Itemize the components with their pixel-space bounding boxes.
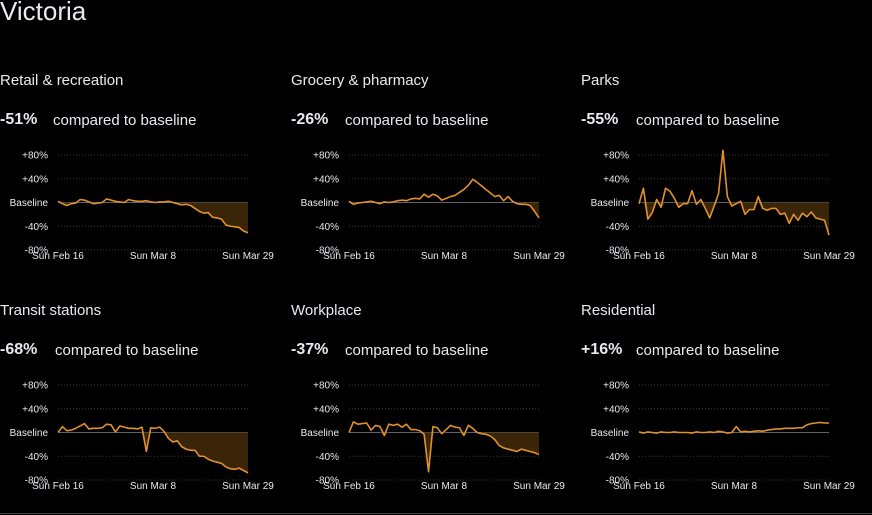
x-tick-label: Sun Feb 16 [32, 481, 84, 492]
y-tick-label: -40% [25, 452, 48, 463]
y-tick-label: -80% [25, 246, 48, 257]
x-tick-label: Sun Feb 16 [32, 251, 84, 262]
y-tick-label: +80% [313, 151, 339, 162]
series-line [348, 421, 540, 473]
x-tick-label: Sun Mar 8 [130, 481, 177, 492]
y-tick-label: +80% [603, 151, 629, 162]
chart-grocery-pharmacy: +80% +40% Baseline -40% -80%Sun Feb 16 Sun Ma… [301, 151, 566, 263]
y-tick-label: -40% [25, 222, 48, 233]
y-tick-label: Baseline [591, 198, 630, 209]
y-tick-label: -40% [606, 452, 629, 463]
chart-retail-recreation: +80% +40% Baseline -40% -80%Sun Feb 16 Sun Ma… [10, 151, 275, 263]
y-tick-label: Baseline [301, 428, 340, 439]
x-tick-label: Sun Mar 8 [421, 251, 468, 262]
region-title: Victoria [0, 0, 87, 26]
y-tick-label: +40% [603, 174, 629, 185]
panel-title: Residential [581, 302, 656, 319]
panel-retail-recreation: Retail & recreation -51% compared to bas… [0, 72, 290, 297]
chart-parks: +80% +40% Baseline -40% -80%Sun Feb 16 Sun Ma… [591, 149, 855, 262]
x-tick-label: Sun Mar 29 [513, 481, 565, 492]
x-tick-label: Sun Mar 8 [130, 251, 177, 262]
x-tick-label: Sun Mar 29 [222, 251, 274, 262]
panel-title: Parks [581, 72, 620, 89]
panel-description: compared to baseline [636, 112, 780, 129]
panel-description: compared to baseline [345, 342, 489, 359]
panel-value: -26% [291, 111, 329, 128]
y-tick-label: +40% [603, 404, 629, 415]
y-tick-label: +80% [313, 381, 339, 392]
panel-description: compared to baseline [53, 112, 197, 129]
bottom-divider [0, 513, 872, 514]
y-tick-label: -80% [606, 476, 629, 487]
x-tick-label: Sun Mar 29 [513, 251, 565, 262]
y-tick-label: +40% [22, 404, 48, 415]
panel-transit-stations: Transit stations -68% compared to baseli… [0, 302, 290, 515]
y-tick-label: -40% [316, 452, 339, 463]
series-line [57, 198, 249, 234]
y-tick-label: -40% [606, 222, 629, 233]
x-tick-label: Sun Feb 16 [323, 481, 375, 492]
y-tick-label: Baseline [301, 198, 340, 209]
y-tick-label: +80% [22, 381, 48, 392]
y-tick-label: +40% [22, 174, 48, 185]
panel-grocery-pharmacy: Grocery & pharmacy -26% compared to base… [291, 72, 581, 297]
y-tick-label: -80% [316, 246, 339, 257]
y-tick-label: -80% [25, 476, 48, 487]
y-tick-label: Baseline [10, 428, 49, 439]
panel-title: Workplace [291, 302, 362, 319]
below-baseline-area [349, 202, 539, 218]
x-tick-label: Sun Feb 16 [613, 481, 665, 492]
y-tick-label: -80% [606, 246, 629, 257]
panel-value: +16% [581, 341, 623, 358]
panel-parks: Parks -55% compared to baseline +80% +40%… [581, 72, 871, 297]
panel-description: compared to baseline [55, 342, 199, 359]
panel-description: compared to baseline [345, 112, 489, 129]
panel-title: Transit stations [0, 302, 102, 319]
y-tick-label: +80% [22, 151, 48, 162]
x-tick-label: Sun Mar 29 [222, 481, 274, 492]
panel-value: -68% [0, 341, 38, 358]
panel-description: compared to baseline [636, 342, 780, 359]
panel-title: Retail & recreation [0, 72, 124, 89]
x-tick-label: Sun Feb 16 [613, 251, 665, 262]
y-tick-label: +80% [603, 381, 629, 392]
panel-value: -37% [291, 341, 329, 358]
x-tick-label: Sun Mar 8 [711, 481, 758, 492]
panel-value: -55% [581, 111, 619, 128]
y-tick-label: Baseline [10, 198, 49, 209]
below-baseline-area [58, 432, 248, 473]
below-baseline-area [58, 202, 248, 233]
y-tick-label: +40% [313, 404, 339, 415]
chart-residential: +80% +40% Baseline -40% -80%Sun Feb 16 Sun Ma… [591, 381, 856, 493]
y-tick-label: +40% [313, 174, 339, 185]
below-baseline-area [639, 202, 829, 236]
x-tick-label: Sun Mar 29 [803, 251, 855, 262]
panel-value: -51% [0, 111, 38, 128]
x-tick-label: Sun Mar 29 [803, 481, 855, 492]
y-tick-label: -80% [316, 476, 339, 487]
series-line [57, 422, 249, 474]
series-line [638, 421, 829, 434]
x-tick-label: Sun Mar 8 [421, 481, 468, 492]
series-line [348, 178, 540, 219]
y-tick-label: -40% [316, 222, 339, 233]
panel-title: Grocery & pharmacy [291, 72, 429, 89]
panel-residential: Residential +16% compared to baseline +8… [581, 302, 871, 515]
chart-transit-stations: +80% +40% Baseline -40% -80%Sun Feb 16 Sun Ma… [10, 381, 275, 493]
x-tick-label: Sun Mar 8 [711, 251, 758, 262]
series-line [638, 149, 830, 236]
y-tick-label: Baseline [591, 428, 630, 439]
panel-workplace: Workplace -37% compared to baseline +80%… [291, 302, 581, 515]
below-baseline-area [349, 432, 539, 472]
x-tick-label: Sun Feb 16 [323, 251, 375, 262]
chart-workplace: +80% +40% Baseline -40% -80%Sun Feb 16 Sun Ma… [301, 381, 566, 493]
